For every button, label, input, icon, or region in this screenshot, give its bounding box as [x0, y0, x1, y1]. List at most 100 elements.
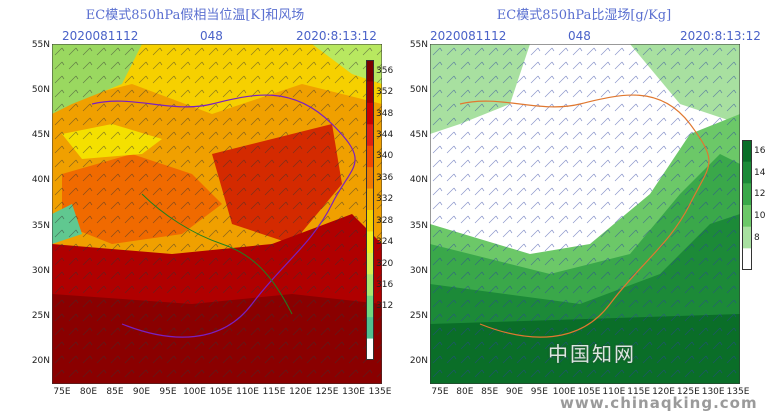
y-tick-label: 55N	[31, 40, 50, 50]
colorbar-border	[742, 140, 752, 270]
x-tick-label: 90E	[132, 387, 151, 397]
x-tick-label: 125E	[315, 387, 339, 397]
x-tick-label: 100E	[552, 387, 576, 397]
x-tick-label: 95E	[159, 387, 177, 397]
colorbar-label: 344	[376, 130, 394, 140]
colorbar-swatch	[366, 210, 374, 232]
x-tick-label: 110E	[236, 387, 259, 397]
colorbar-label: 312	[376, 301, 394, 312]
x-tick-label: 75E	[53, 387, 71, 397]
x-tick-label: 115E	[627, 387, 651, 397]
x-tick-label: 115E	[262, 387, 286, 397]
theta-e-colorbar	[366, 60, 374, 360]
colorbar-swatch	[742, 205, 752, 228]
x-tick-label: 90E	[505, 387, 524, 397]
colorbar-label: 332	[376, 194, 394, 205]
left-init-date: 2020081112	[62, 29, 139, 43]
right-init-date: 2020081112	[430, 29, 507, 43]
y-tick-label: 25N	[409, 310, 428, 321]
colorbar-swatch	[366, 145, 374, 168]
y-tick-label: 40N	[31, 175, 50, 186]
watermark-cn: 中国知网	[548, 342, 636, 366]
right-forecast-hour: 048	[568, 29, 591, 43]
x-tick-label: 95E	[530, 387, 548, 397]
colorbar-label: 8	[754, 232, 760, 243]
colorbar-swatch	[366, 231, 374, 254]
y-tick-label: 35N	[409, 220, 428, 231]
colorbar-swatch	[366, 274, 374, 297]
theta-e-map	[52, 44, 382, 384]
colorbar-swatch	[742, 140, 752, 163]
x-tick-label: 85E	[481, 387, 499, 397]
colorbar-border	[366, 60, 374, 360]
y-tick-label: 55N	[409, 40, 428, 50]
humidity-map	[430, 44, 740, 384]
humidity-panel: EC模式850hPa比湿场[g/Kg] 2020081112 048 2020:…	[390, 0, 778, 415]
colorbar-label: 316	[376, 280, 394, 290]
colorbar-swatch	[366, 60, 374, 82]
x-tick-label: 100E	[183, 387, 206, 397]
x-tick-label: 105E	[209, 387, 233, 397]
colorbar-swatch	[366, 295, 374, 318]
colorbar-swatch	[366, 81, 374, 104]
x-tick-label: 85E	[106, 387, 124, 397]
right-valid-time: 2020:8:13:12	[680, 29, 761, 43]
watermark-url: www.chinaqking.com	[560, 394, 758, 412]
x-tick-label: 135E	[368, 387, 392, 397]
colorbar-label: 10	[754, 210, 766, 221]
colorbar-label: 320	[376, 258, 394, 269]
colorbar-label: 340	[376, 151, 394, 162]
y-tick-label: 40N	[409, 175, 428, 186]
y-tick-label: 25N	[31, 310, 50, 321]
right-panel-title: EC模式850hPa比湿场[g/Kg]	[496, 8, 672, 23]
y-tick-label: 45N	[409, 130, 428, 141]
y-tick-label: 20N	[409, 356, 428, 366]
boundary-line	[91, 94, 356, 338]
colorbar-label: 12	[754, 189, 766, 200]
x-tick-label: 135E	[726, 387, 750, 397]
x-tick-label: 125E	[676, 387, 700, 397]
y-tick-label: 50N	[31, 85, 50, 96]
humidity-colorbar	[742, 140, 752, 270]
colorbar-label: 336	[376, 172, 394, 183]
colorbar-label: 352	[376, 87, 394, 98]
x-tick-label: 105E	[577, 387, 601, 397]
colorbar-swatch	[742, 248, 752, 270]
colorbar-label: 328	[376, 215, 394, 226]
colorbar-swatch	[742, 226, 752, 249]
colorbar-swatch	[366, 167, 374, 190]
wind-barbs-layer-right	[430, 44, 740, 384]
y-tick-label: 20N	[31, 356, 50, 366]
y-tick-label: 35N	[31, 220, 50, 231]
x-tick-label: 110E	[602, 387, 626, 397]
y-tick-label: 50N	[409, 85, 428, 96]
y-tick-label: 45N	[31, 130, 50, 141]
y-tick-label: 30N	[31, 265, 50, 276]
wind-barbs-layer	[52, 44, 382, 384]
left-panel-title: EC模式850hPa假相当位温[K]和风场	[85, 8, 305, 23]
boundary-line-right	[459, 94, 710, 338]
x-tick-label: 130E	[342, 387, 365, 397]
colorbar-label: 356	[376, 65, 394, 76]
left-valid-time: 2020:8:13:12	[296, 29, 377, 43]
colorbar-label: 14	[754, 167, 766, 178]
x-tick-label: 120E	[289, 387, 312, 397]
left-forecast-hour: 048	[200, 29, 223, 43]
colorbar-swatch	[742, 183, 752, 206]
colorbar-swatch	[366, 124, 374, 147]
colorbar-swatch	[366, 252, 374, 275]
x-tick-label: 120E	[652, 387, 675, 397]
colorbar-swatch	[366, 338, 374, 360]
colorbar-swatch	[366, 188, 374, 211]
colorbar-label: 324	[376, 237, 394, 248]
x-tick-label: 80E	[79, 387, 98, 397]
x-tick-label: 80E	[456, 387, 474, 397]
theta-e-panel: EC模式850hPa假相当位温[K]和风场 2020081112 048 202…	[31, 8, 394, 397]
colorbar-swatch	[742, 161, 752, 184]
x-tick-label: 75E	[431, 387, 449, 397]
colorbar-swatch	[366, 317, 374, 340]
colorbar-swatch	[366, 102, 374, 125]
x-tick-label: 130E	[701, 387, 725, 397]
y-tick-label: 30N	[409, 265, 428, 276]
colorbar-label: 348	[376, 108, 394, 119]
